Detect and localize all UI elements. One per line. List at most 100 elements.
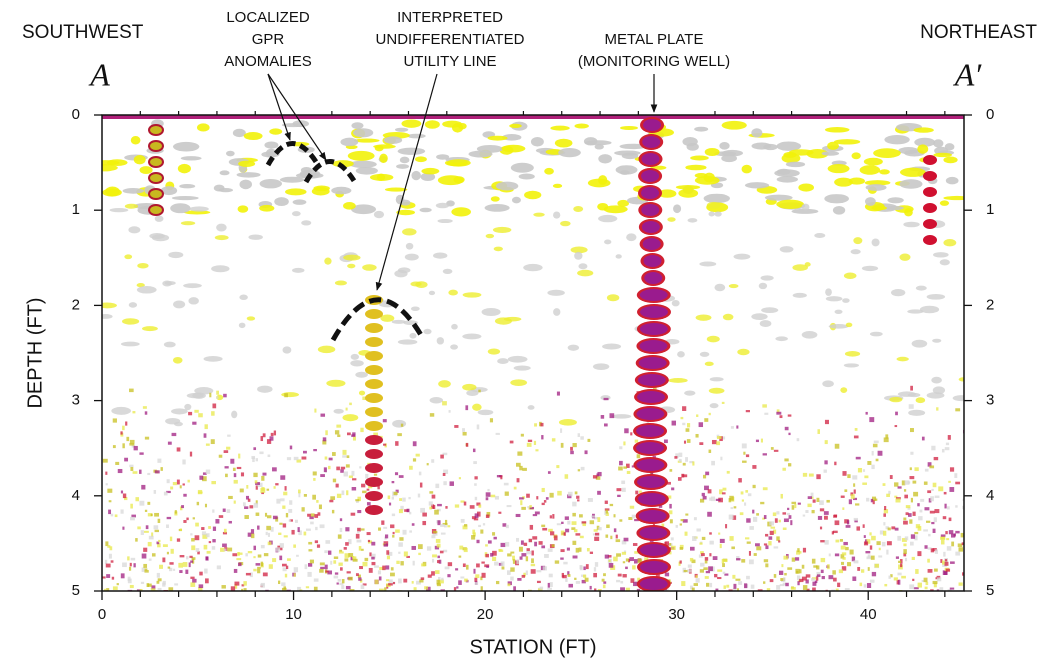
noise (619, 519, 623, 522)
noise (824, 515, 828, 520)
reflection (246, 316, 256, 321)
noise (427, 574, 432, 578)
noise (371, 592, 375, 595)
reflection (897, 391, 916, 397)
noise (763, 559, 769, 563)
reflection (547, 289, 565, 296)
noise (883, 522, 886, 526)
noise (797, 502, 801, 505)
noise (485, 497, 489, 501)
noise (934, 509, 940, 514)
noise (194, 409, 199, 413)
noise (572, 501, 577, 507)
noise (954, 473, 958, 478)
noise (109, 546, 113, 551)
noise (295, 519, 298, 523)
noise (357, 496, 361, 502)
noise (812, 587, 816, 591)
noise (181, 592, 183, 595)
noise (903, 543, 907, 547)
x-tick-label: 40 (860, 606, 877, 623)
noise (187, 479, 190, 483)
noise (120, 431, 123, 435)
noise (209, 392, 212, 398)
reflection (128, 302, 138, 308)
reflection (451, 323, 458, 330)
noise (460, 576, 465, 579)
noise (157, 543, 161, 548)
reflection (615, 165, 638, 175)
noise (683, 440, 687, 444)
noise (863, 535, 866, 538)
noise (883, 509, 889, 514)
noise (494, 561, 499, 566)
noise (379, 588, 384, 591)
reflection (120, 341, 140, 347)
noise (924, 468, 929, 472)
noise (429, 506, 432, 510)
noise (391, 496, 394, 500)
noise (390, 572, 395, 577)
reflection (397, 147, 426, 155)
noise (512, 559, 516, 564)
reflection (333, 408, 344, 414)
reflection (843, 272, 857, 279)
noise (313, 477, 316, 481)
noise (327, 570, 333, 575)
reflection (399, 156, 410, 164)
noise (496, 474, 502, 478)
noise (514, 594, 516, 596)
noise (371, 556, 375, 560)
shallow-reflection (148, 156, 164, 168)
noise (773, 594, 775, 598)
well-reflection (639, 578, 668, 590)
reflection (259, 179, 282, 189)
noise (131, 444, 136, 448)
noise (124, 496, 128, 501)
noise (765, 545, 769, 550)
noise (923, 577, 928, 583)
reflection (744, 182, 770, 189)
noise (752, 465, 757, 469)
noise (685, 457, 689, 462)
reflection (822, 380, 834, 388)
noise (712, 556, 718, 560)
noise (253, 545, 257, 551)
noise (112, 445, 116, 449)
noise (871, 464, 875, 470)
noise (436, 583, 441, 587)
noise (458, 477, 461, 480)
noise (121, 593, 125, 598)
noise (280, 547, 283, 551)
reflection (722, 313, 734, 321)
noise (774, 518, 778, 523)
noise (260, 591, 263, 595)
noise (322, 440, 327, 445)
noise (242, 502, 246, 507)
noise (573, 529, 578, 533)
noise (895, 411, 898, 416)
noise (192, 421, 197, 425)
noise (565, 577, 568, 582)
noise (235, 594, 238, 597)
reflection (285, 188, 307, 196)
noise (691, 559, 696, 564)
noise (105, 541, 109, 547)
noise (253, 502, 259, 508)
noise (204, 424, 208, 430)
reflection (611, 414, 632, 419)
noise (669, 519, 673, 524)
noise (893, 577, 898, 581)
noise (442, 452, 448, 456)
noise (116, 583, 119, 586)
noise (179, 485, 182, 489)
plot-frame (101, 114, 965, 592)
noise (695, 575, 698, 578)
noise (262, 572, 268, 577)
reflection (494, 317, 512, 325)
noise (581, 521, 587, 524)
noise (165, 593, 168, 595)
noise (664, 572, 670, 577)
noise (324, 564, 328, 570)
noise (521, 574, 526, 578)
